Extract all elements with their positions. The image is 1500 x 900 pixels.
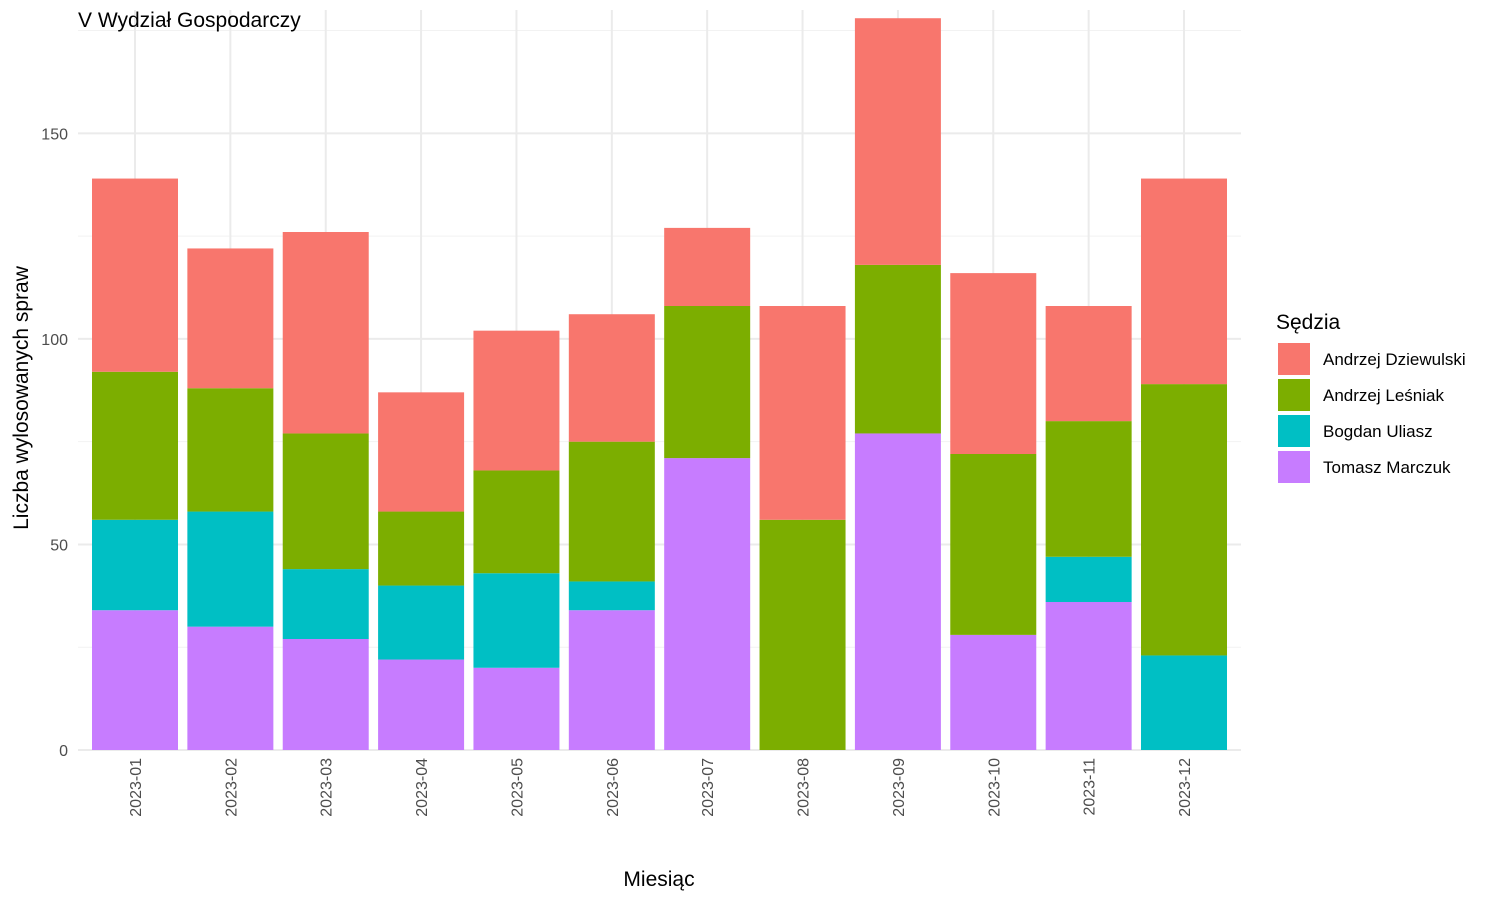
bar-segment bbox=[854, 433, 941, 750]
legend-label: Bogdan Uliasz bbox=[1323, 422, 1433, 441]
bar-segment bbox=[473, 470, 560, 574]
bar-segment bbox=[1141, 178, 1227, 385]
bar-segment bbox=[187, 248, 274, 389]
x-tick-label: 2023-07 bbox=[700, 758, 717, 817]
bar-segment bbox=[759, 519, 846, 750]
x-tick-label: 2023-11 bbox=[1082, 758, 1099, 816]
x-tick-label: 2023-08 bbox=[796, 758, 813, 817]
bar-segment bbox=[282, 433, 369, 570]
legend-key bbox=[1278, 415, 1310, 447]
bar-segment bbox=[664, 458, 751, 750]
bar-segment bbox=[950, 454, 1037, 635]
bar-segment bbox=[378, 585, 465, 660]
legend-label: Andrzej Leśniak bbox=[1323, 386, 1444, 405]
bar-segment bbox=[568, 610, 655, 750]
bar-segment bbox=[282, 569, 369, 639]
bar-segment bbox=[473, 667, 560, 750]
bar-segment bbox=[1045, 602, 1132, 750]
x-tick-label: 2023-02 bbox=[223, 758, 240, 817]
bar-segment bbox=[187, 626, 274, 750]
x-axis-ticks: 2023-01 2023-02 2023-03 2023-04 2023-05 2023-… bbox=[128, 758, 1194, 817]
bar-segment bbox=[92, 371, 178, 520]
bar-segment bbox=[378, 392, 465, 512]
legend-label: Tomasz Marczuk bbox=[1323, 458, 1451, 477]
bars bbox=[92, 18, 1227, 750]
bar-segment bbox=[378, 659, 465, 750]
bar-segment bbox=[950, 634, 1037, 750]
x-tick-label: 2023-09 bbox=[891, 758, 908, 817]
legend-title: Sędzia bbox=[1276, 311, 1341, 334]
x-tick-label: 2023-10 bbox=[986, 758, 1003, 817]
y-tick-label: 150 bbox=[41, 126, 68, 143]
bar-segment bbox=[664, 227, 751, 306]
bar-segment bbox=[854, 18, 941, 265]
y-tick-label: 50 bbox=[50, 537, 68, 554]
legend-label: Andrzej Dziewulski bbox=[1323, 350, 1466, 369]
bar-segment bbox=[1045, 421, 1132, 557]
x-tick-label: 2023-04 bbox=[414, 758, 431, 817]
bar-segment bbox=[1045, 306, 1132, 422]
chart-title: V Wydział Gospodarczy bbox=[78, 9, 301, 32]
bar-segment bbox=[282, 232, 369, 434]
x-tick-label: 2023-12 bbox=[1177, 758, 1194, 817]
legend-key bbox=[1278, 451, 1310, 483]
x-tick-label: 2023-01 bbox=[128, 758, 145, 817]
legend: Sędzia Andrzej Dziewulski Andrzej Leśniak… bbox=[1276, 311, 1466, 483]
bar-segment bbox=[854, 264, 941, 434]
bar-segment bbox=[568, 441, 655, 582]
bar-segment bbox=[664, 306, 751, 459]
bar-segment bbox=[187, 511, 274, 627]
x-tick-label: 2023-06 bbox=[605, 758, 622, 817]
legend-key bbox=[1278, 379, 1310, 411]
y-tick-label: 100 bbox=[41, 332, 68, 349]
y-axis-ticks: 0 50 100 150 bbox=[41, 126, 68, 760]
bar-segment bbox=[187, 388, 274, 512]
bar-segment bbox=[92, 178, 178, 372]
x-axis-title: Miesiąc bbox=[623, 868, 694, 891]
bar-segment bbox=[1141, 384, 1227, 656]
bar-segment bbox=[282, 639, 369, 750]
bar-segment bbox=[568, 581, 655, 611]
bar-segment bbox=[473, 573, 560, 668]
y-tick-label: 0 bbox=[59, 743, 68, 760]
bar-segment bbox=[759, 306, 846, 520]
bar-segment bbox=[1141, 655, 1227, 750]
x-tick-label: 2023-05 bbox=[509, 758, 526, 817]
bar-segment bbox=[1045, 556, 1132, 602]
bar-segment bbox=[473, 330, 560, 471]
y-axis-title: Liczba wylosowanych spraw bbox=[10, 265, 33, 530]
bar-segment bbox=[568, 314, 655, 442]
bar-segment bbox=[92, 519, 178, 611]
bar-segment bbox=[378, 511, 465, 586]
bar-segment bbox=[92, 610, 178, 750]
bar-segment bbox=[950, 273, 1037, 454]
x-tick-label: 2023-03 bbox=[319, 758, 336, 817]
legend-key bbox=[1278, 343, 1310, 375]
